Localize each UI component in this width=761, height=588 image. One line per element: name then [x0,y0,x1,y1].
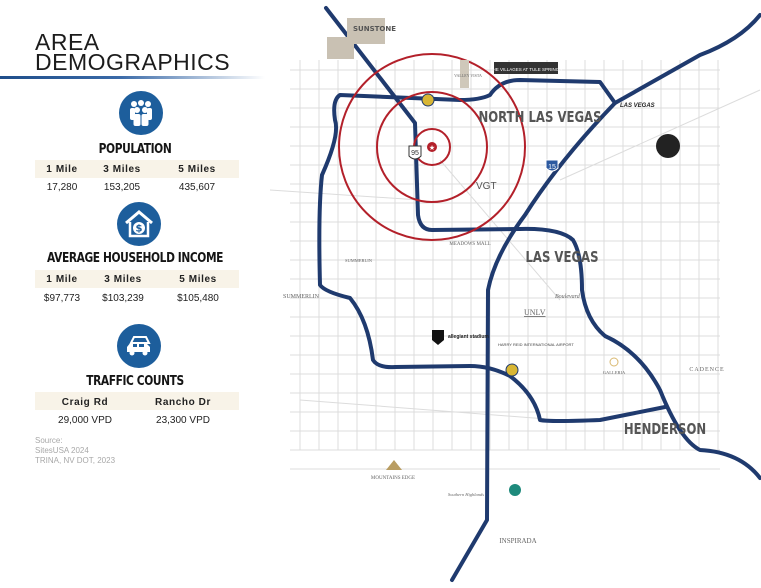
poi-label: MOUNTAINS EDGE [371,476,415,481]
title-divider [0,76,265,79]
poi-label: Southern Highlands [448,492,484,497]
poi-label: INSPIRADA [499,537,536,545]
raiders-logo [432,330,444,345]
poi-label: THE VILLAGES AT TULE SPRINGS [490,67,563,72]
mountains-edge-logo [386,460,402,470]
source-line: TRINA, NV DOT, 2023 [35,456,116,465]
population-value: 435,607 [178,182,216,193]
traffic-header: Craig Rd [61,397,109,408]
title-line-1: AREA [35,29,100,55]
population-title: POPULATION [98,142,172,157]
income-value: $97,773 [43,293,81,304]
highways [317,6,761,582]
population-header: 1 Mile [46,164,78,175]
people-group-icon [119,91,163,135]
traffic-header-row [35,392,239,410]
population-value: 17,280 [46,182,78,193]
population-header: 5 Miles [178,164,216,175]
page-title: AREA DEMOGRAPHICS [35,29,231,75]
income-title: AVERAGE HOUSEHOLD INCOME [46,251,224,266]
ring-3-miles [376,91,488,203]
poi-label: SUMMERLIN [345,258,373,263]
radius-rings [338,53,526,241]
svg-text:$: $ [136,224,143,235]
valley-vista-parcel [460,60,469,88]
us-95-highway [324,6,761,480]
beltway-shield-icon [505,363,519,377]
poi-label: VALLEY VISTA [454,73,482,78]
site-marker-icon[interactable]: ★ [427,142,437,152]
income-header-row [35,270,239,288]
house-dollar-icon: $ [117,202,161,246]
poi-label: GALLERIA [603,370,626,375]
poi-label: UNLV [524,308,546,317]
income-header: 1 Mile [46,274,78,285]
cars-icon [117,324,161,368]
title-line-2: DEMOGRAPHICS [35,49,231,75]
svg-text:★: ★ [429,144,435,152]
population-header: 3 Miles [103,164,141,175]
skye-canyon-logo [327,37,354,59]
income-value: $103,239 [102,293,144,304]
nellis-afb-logo [656,134,680,158]
income-header: 5 Miles [179,274,217,285]
street [270,189,421,201]
street [559,89,761,181]
traffic-value: 23,300 VPD [156,415,210,426]
beltway-shield-icon [421,93,435,107]
population-value: 153,205 [103,182,141,193]
poi-label: SUMMERLIN [283,294,320,300]
population-header-row [35,160,239,178]
income-header: 3 Miles [104,274,142,285]
poi-label: Boulevard [555,294,581,300]
street-grid [270,60,761,470]
area-label: NORTH LAS VEGAS [478,110,601,127]
traffic-header: Rancho Dr [155,397,211,408]
source-label: Source: [35,436,63,445]
poi-label: SUNSTONE [353,25,396,33]
area-label: HENDERSON [624,422,706,439]
shield-label: 15 [548,164,556,171]
street [299,399,561,421]
us-95-shield-icon: 95 [408,145,422,160]
beltway-215 [317,78,667,423]
green-valley-logo [509,484,521,496]
poi-label: MEADOWS MALL [449,242,490,247]
tule-springs-logo [494,62,558,74]
area-map[interactable]: ★ 95 15 NORTH LAS VEGAS LAS VEGAS HENDER… [270,0,761,588]
galleria-logo [609,357,619,367]
poi-label: allegiant stadium [448,334,489,340]
traffic-value: 29,000 VPD [58,415,112,426]
poi-label: LAS VEGAS [620,103,655,109]
shield-label: 95 [411,150,419,157]
poi-label: HARRY REID INTERNATIONAL AIRPORT [498,342,574,347]
poi-label: VGT [476,181,497,192]
demographics-panel: AREA DEMOGRAPHICS POPULATION 1 Mile 3 Mi… [0,0,270,588]
i-15-shield-icon: 15 [545,159,559,172]
traffic-title: TRAFFIC COUNTS [86,374,184,389]
ring-5-miles [338,53,526,241]
poi-label: CADENCE [689,367,724,373]
income-value: $105,480 [177,293,219,304]
source-line: SitesUSA 2024 [35,446,89,455]
area-label: LAS VEGAS [525,250,598,267]
